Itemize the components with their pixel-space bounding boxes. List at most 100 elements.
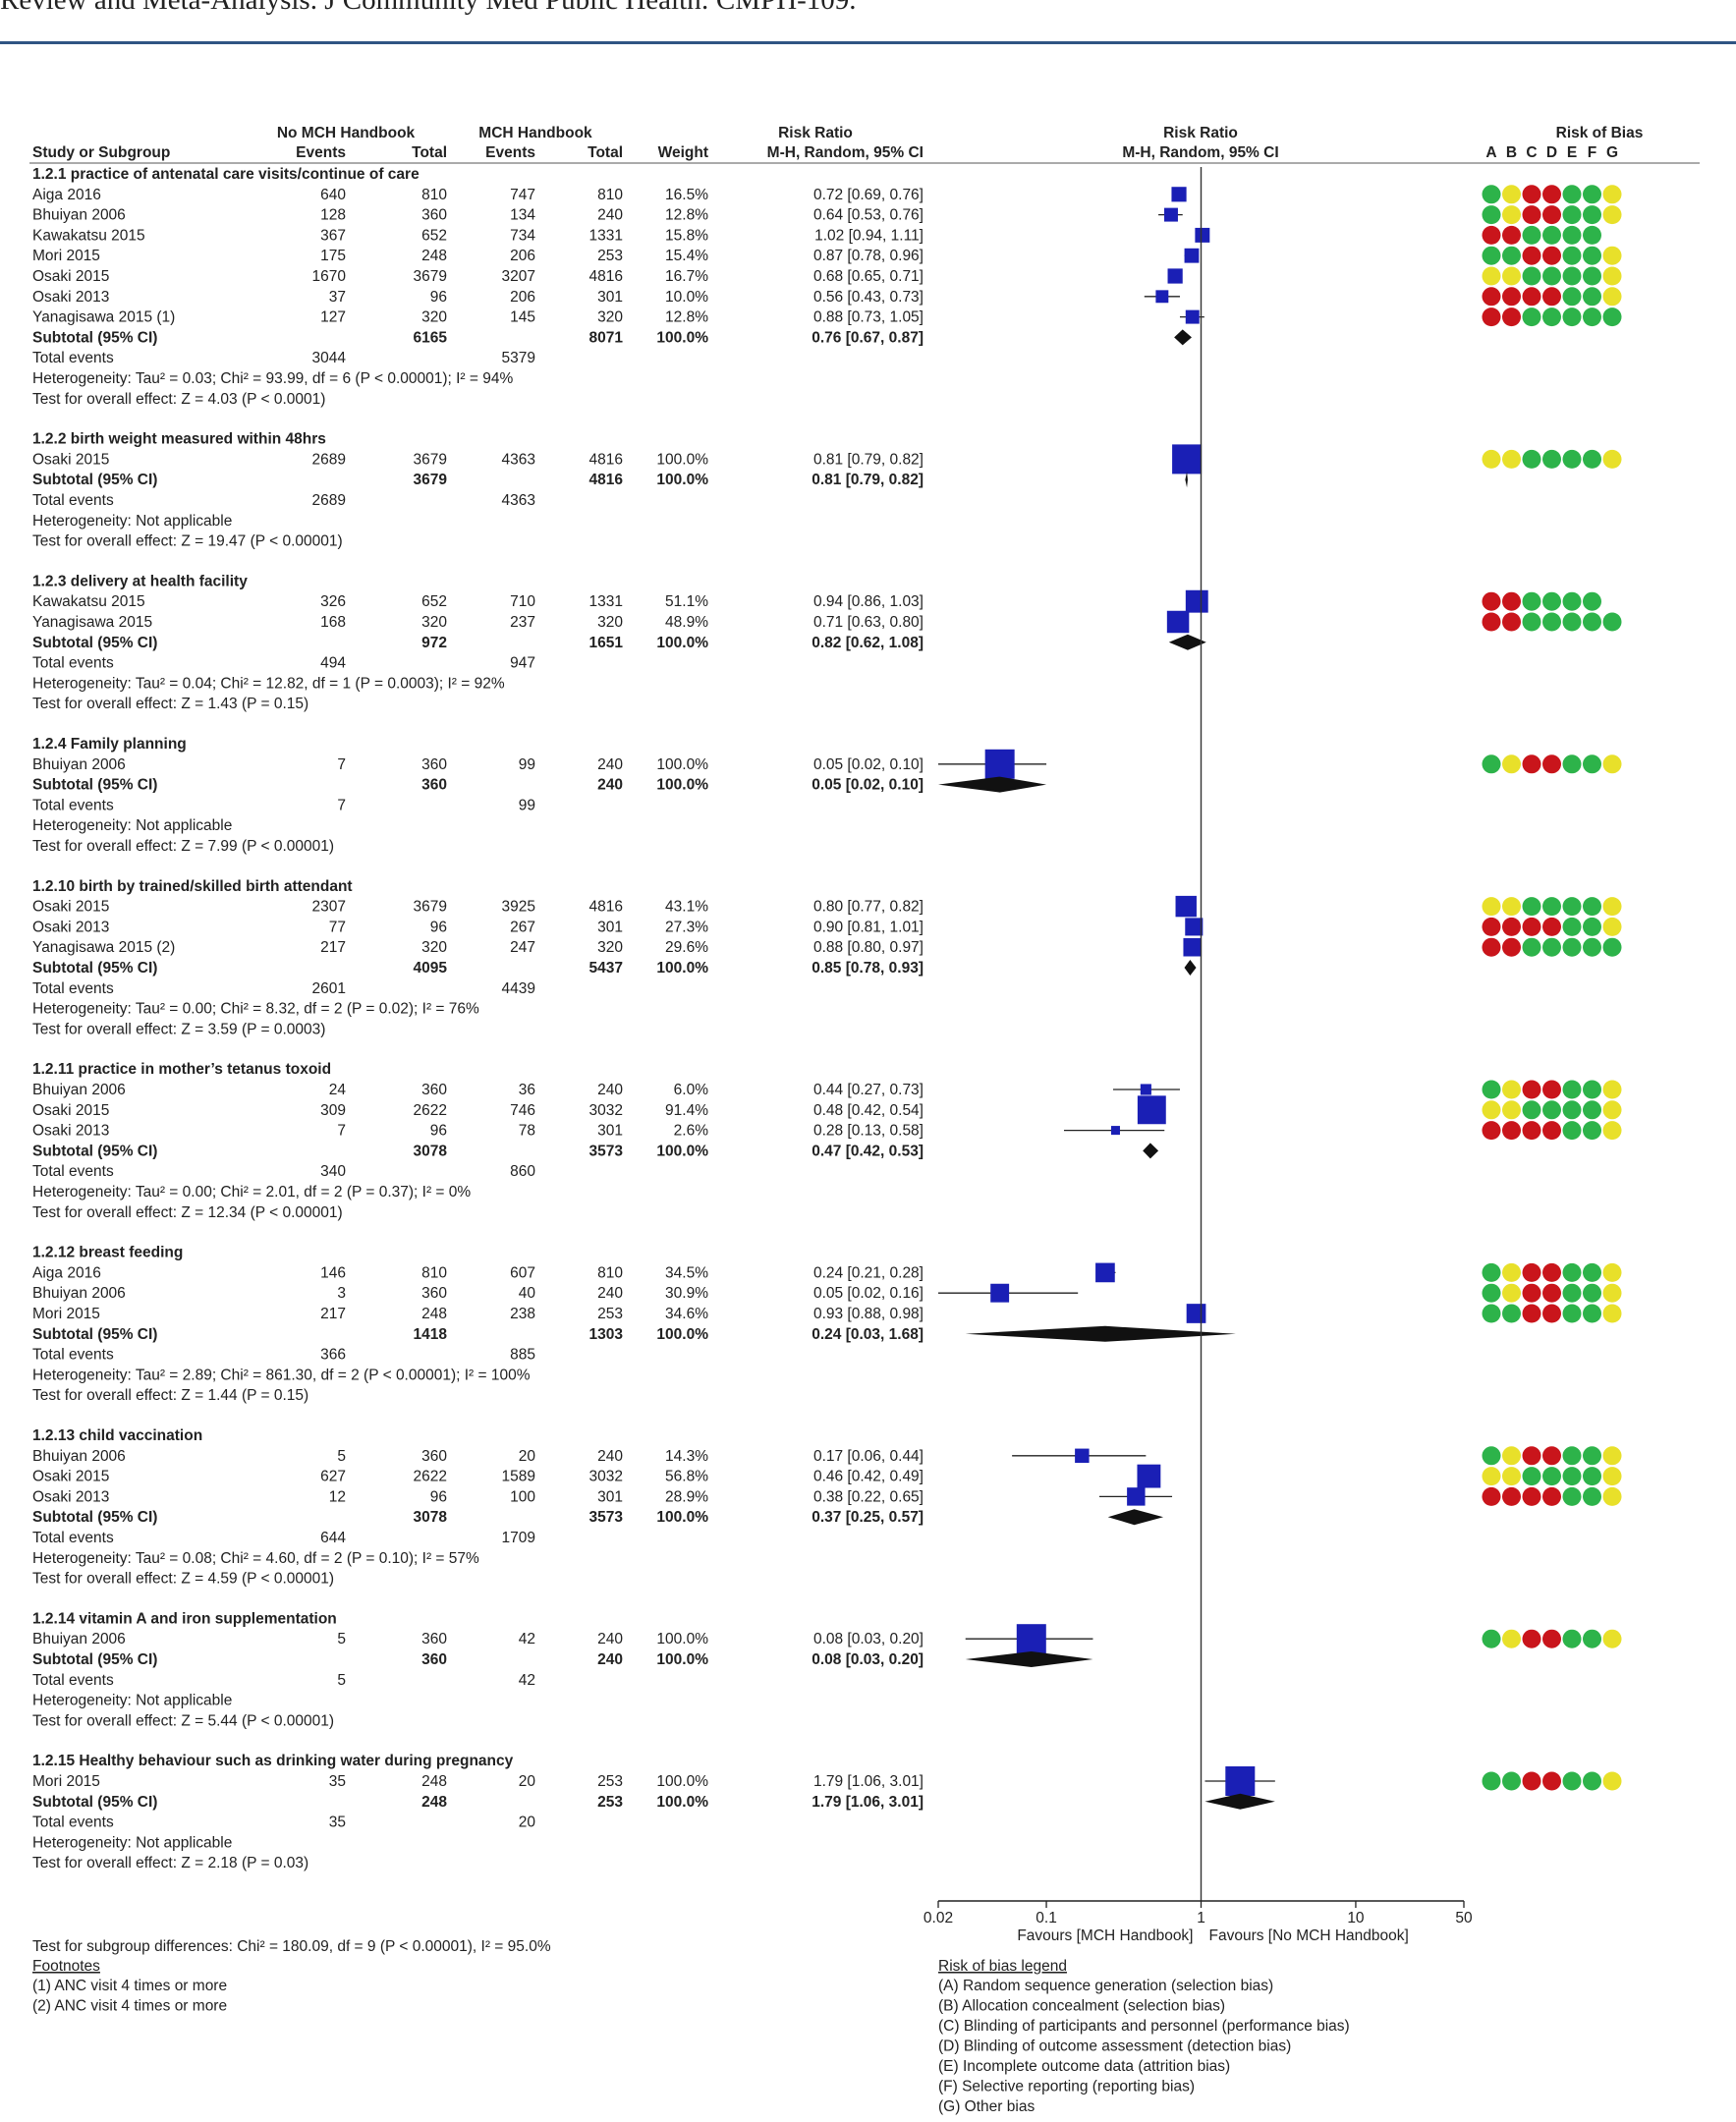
study-name: Yanagisawa 2015 (2) [32, 939, 175, 956]
bias-dot [1502, 1486, 1521, 1506]
bias-dot [1562, 754, 1582, 774]
study-marker [1140, 1084, 1151, 1095]
study-name: Bhuiyan 2006 [32, 207, 126, 224]
overall-effect-text: Test for overall effect: Z = 19.47 (P < … [32, 533, 343, 550]
total-events-1: 35 [329, 1815, 346, 1831]
study-weight: 12.8% [665, 309, 708, 326]
study-ci: 1.02 [0.94, 1.11] [814, 227, 924, 244]
subtotal-total-2: 4816 [589, 472, 624, 488]
x-tick-label: 50 [1455, 1910, 1473, 1927]
total-events-1: 2689 [312, 492, 346, 509]
subtotal-weight: 100.0% [656, 329, 708, 346]
study-weight: 43.1% [665, 899, 708, 916]
study-ci: 0.90 [0.81, 1.01] [813, 919, 924, 935]
header-group1: No MCH Handbook [277, 125, 416, 141]
subtotal-label: Subtotal (95% CI) [32, 1326, 157, 1343]
total-events-2: 99 [519, 797, 535, 813]
subtotal-ci: 0.37 [0.25, 0.57] [812, 1509, 924, 1526]
bias-dot [1502, 1629, 1521, 1648]
study-name: Osaki 2013 [32, 1488, 109, 1505]
total-events-2: 1709 [502, 1530, 535, 1546]
bias-dot [1562, 185, 1582, 204]
bias-dot [1602, 1467, 1622, 1486]
study-ci: 0.68 [0.65, 0.71] [813, 268, 924, 285]
study-events-1: 168 [320, 614, 346, 631]
study-ci: 0.72 [0.69, 0.76] [813, 187, 924, 203]
study-marker [1127, 1487, 1146, 1506]
overall-effect-text: Test for overall effect: Z = 4.59 (P < 0… [32, 1571, 334, 1588]
total-events-label: Total events [32, 797, 114, 813]
bias-dot [1542, 449, 1561, 469]
subtotal-total-1: 3078 [414, 1509, 448, 1526]
bias-dot [1602, 1283, 1622, 1303]
bias-dot [1522, 754, 1541, 774]
study-events-1: 12 [329, 1488, 346, 1505]
overall-effect-text: Test for overall effect: Z = 5.44 (P < 0… [32, 1712, 334, 1729]
bias-dot [1502, 754, 1521, 774]
subtotal-total-1: 972 [421, 635, 447, 651]
study-total-2: 810 [597, 1264, 623, 1281]
study-total-2: 301 [597, 919, 623, 935]
bias-dot [1502, 205, 1521, 225]
subtotal-label: Subtotal (95% CI) [32, 472, 157, 488]
study-name: Yanagisawa 2015 [32, 614, 152, 631]
total-events-1: 644 [320, 1530, 346, 1546]
subtotal-label: Subtotal (95% CI) [32, 1794, 157, 1811]
footnote-text: (1) ANC visit 4 times or more [32, 1978, 227, 1994]
header-method-plot: M-H, Random, 95% CI [1122, 144, 1278, 161]
subtotal-weight: 100.0% [656, 635, 708, 651]
study-weight: 28.9% [665, 1488, 708, 1505]
study-weight: 56.8% [665, 1469, 708, 1485]
study-marker [1164, 207, 1178, 222]
study-total-1: 360 [421, 1631, 447, 1647]
study-total-2: 4816 [589, 268, 623, 285]
study-events-1: 35 [329, 1773, 346, 1790]
bias-dot [1502, 246, 1521, 265]
bias-dot [1602, 1080, 1622, 1099]
study-weight: 100.0% [656, 756, 708, 773]
total-events-1: 7 [337, 797, 346, 813]
study-events-1: 217 [320, 1306, 346, 1322]
bias-dot [1542, 307, 1561, 327]
bias-dot [1482, 937, 1501, 957]
study-total-1: 360 [421, 1082, 447, 1098]
subtotal-diamond [1168, 634, 1206, 650]
study-ci: 0.81 [0.79, 0.82] [813, 451, 924, 468]
footnote-text: (2) ANC visit 4 times or more [32, 1998, 227, 2015]
study-events-1: 127 [320, 309, 346, 326]
study-ci: 0.87 [0.78, 0.96] [813, 248, 924, 264]
bias-dot [1602, 917, 1622, 936]
study-weight: 100.0% [656, 1631, 708, 1647]
subtotal-ci: 0.81 [0.79, 0.82] [812, 472, 924, 488]
bias-dot [1482, 1486, 1501, 1506]
study-total-1: 652 [421, 593, 447, 610]
total-events-2: 20 [519, 1815, 536, 1831]
bias-dot [1562, 1080, 1582, 1099]
study-events-1: 175 [320, 248, 346, 264]
bias-dot [1522, 1121, 1541, 1141]
header-rob-letter: G [1606, 144, 1618, 161]
study-name: Mori 2015 [32, 1773, 100, 1790]
study-total-1: 96 [430, 1488, 447, 1505]
bias-dot [1583, 185, 1601, 204]
heterogeneity-text: Heterogeneity: Not applicable [32, 817, 232, 834]
study-ci: 0.05 [0.02, 0.16] [813, 1285, 924, 1302]
favours-right-label: Favours [No MCH Handbook] [1209, 1927, 1409, 1944]
study-events-1: 37 [329, 289, 346, 306]
bias-dot [1602, 1100, 1622, 1120]
bias-dot [1522, 1629, 1541, 1648]
study-name: Mori 2015 [32, 1306, 100, 1322]
subgroup-differences-text: Test for subgroup differences: Chi² = 18… [32, 1938, 551, 1955]
subtotal-total-2: 3573 [589, 1509, 624, 1526]
study-marker [1016, 1624, 1046, 1654]
subgroup-title: 1.2.10 birth by trained/skilled birth at… [32, 878, 353, 895]
subtotal-diamond [1143, 1143, 1159, 1159]
study-total-2: 301 [597, 1123, 623, 1140]
bias-dot [1602, 1262, 1622, 1282]
header-risk-of-bias: Risk of Bias [1556, 125, 1644, 141]
subgroup-title: 1.2.11 practice in mother’s tetanus toxo… [32, 1061, 331, 1078]
subgroup-title: 1.2.3 delivery at health facility [32, 573, 248, 589]
bias-dot [1502, 612, 1521, 632]
study-name: Yanagisawa 2015 (1) [32, 309, 175, 326]
study-total-1: 320 [421, 309, 447, 326]
